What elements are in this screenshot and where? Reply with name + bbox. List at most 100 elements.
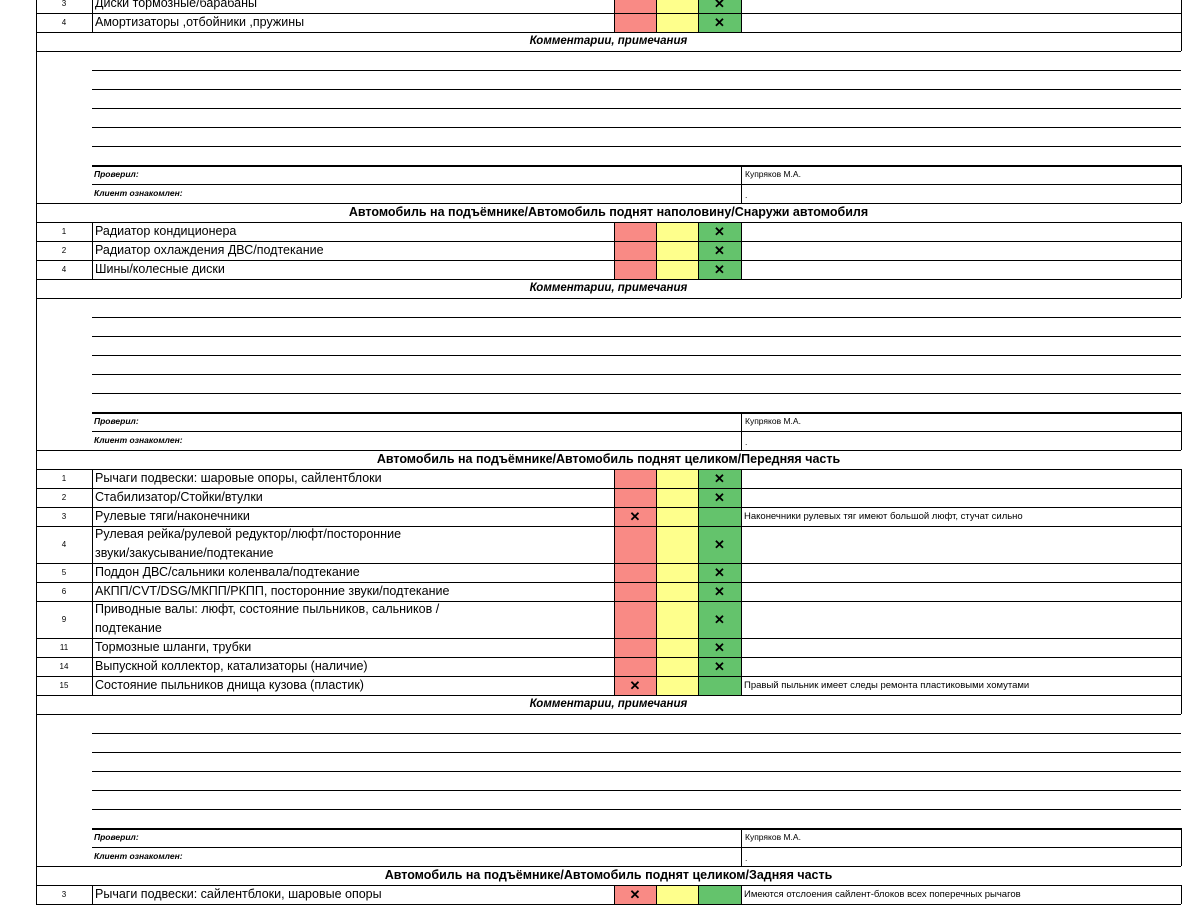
grid-vline <box>614 0 615 13</box>
grid-hline <box>92 733 1181 734</box>
item-number: 1 <box>36 222 92 241</box>
status-cell-yellow <box>656 676 698 695</box>
client-acknowledged-value-text: . <box>745 190 748 201</box>
item-number-text: 6 <box>61 586 67 596</box>
item-name: АКПП/CVT/DSG/МКПП/РКПП, посторонние звук… <box>95 582 611 601</box>
status-cell-green <box>698 507 741 526</box>
status-cell-red <box>614 241 656 260</box>
item-name-text: Выпускной коллектор, катализаторы (налич… <box>95 659 368 674</box>
item-number: 6 <box>36 582 92 601</box>
grid-hline <box>92 752 1181 753</box>
grid-hline <box>92 184 1181 185</box>
status-cell-yellow <box>656 601 698 638</box>
grid-hline <box>36 695 1181 696</box>
status-cell-yellow <box>656 13 698 32</box>
status-cell-green <box>698 222 741 241</box>
x-mark-icon-text: ✕ <box>714 471 725 486</box>
item-name-line: Приводные валы: люфт, состояние пыльнико… <box>95 602 440 616</box>
grid-hline <box>92 771 1181 772</box>
grid-vline <box>92 260 93 279</box>
grid-vline <box>741 657 742 676</box>
grid-hline <box>92 70 1181 71</box>
status-cell-yellow <box>656 241 698 260</box>
grid-hline <box>36 51 1181 52</box>
checked-by-label-text: Проверил: <box>94 832 139 843</box>
x-mark-icon-text: ✕ <box>714 243 725 258</box>
grid-vline <box>614 563 615 582</box>
grid-vline <box>1181 32 1182 51</box>
grid-vline <box>698 676 699 695</box>
status-cell-red <box>614 563 656 582</box>
grid-hline <box>36 241 1181 242</box>
x-mark-icon-text: ✕ <box>714 659 725 674</box>
grid-vline <box>656 526 657 563</box>
item-number-text: 3 <box>61 889 67 899</box>
status-cell-yellow <box>656 507 698 526</box>
status-cell-yellow <box>656 0 698 13</box>
grid-vline <box>698 241 699 260</box>
status-cell-red <box>614 676 656 695</box>
grid-vline <box>1181 582 1182 601</box>
client-acknowledged-label-text: Клиент ознакомлен: <box>94 188 183 199</box>
item-name-text: Тормозные шланги, трубки <box>95 640 252 655</box>
grid-vline <box>92 526 93 563</box>
grid-vline <box>698 582 699 601</box>
grid-hline <box>92 847 1181 848</box>
x-mark-icon-text: ✕ <box>714 584 725 599</box>
grid-vline <box>741 260 742 279</box>
item-number-text: 3 <box>61 511 67 521</box>
item-name: Стабилизатор/Стойки/втулки <box>95 488 611 507</box>
status-cell-green <box>698 657 741 676</box>
x-mark-icon-text: ✕ <box>714 490 725 505</box>
item-name: Диски тормозные/барабаны <box>95 0 611 13</box>
grid-vline <box>698 507 699 526</box>
x-mark-icon-text: ✕ <box>714 15 725 30</box>
status-cell-yellow <box>656 582 698 601</box>
item-name: Радиатор кондиционера <box>95 222 611 241</box>
grid-vline <box>741 222 742 241</box>
grid-vline <box>741 563 742 582</box>
status-cell-green <box>698 13 741 32</box>
grid-vline <box>1181 676 1182 695</box>
grid-vline <box>698 563 699 582</box>
x-mark-icon: ✕ <box>698 638 741 657</box>
grid-hline <box>36 450 1181 451</box>
grid-vline <box>92 601 93 638</box>
item-name-line: Рулевая рейка/рулевой редуктор/люфт/пост… <box>95 527 402 541</box>
item-name-line: звуки/закусывание/подтекание <box>95 546 274 560</box>
status-cell-green <box>698 885 741 904</box>
grid-vline <box>614 676 615 695</box>
client-acknowledged-label: Клиент ознакомлен: <box>94 431 394 450</box>
grid-hline <box>36 714 1181 715</box>
x-mark-icon-text: ✕ <box>629 678 641 693</box>
grid-vline <box>1181 828 1182 866</box>
grid-vline <box>698 526 699 563</box>
status-cell-green <box>698 582 741 601</box>
item-comment-text: Правый пыльник имеет следы ремонта пласт… <box>744 679 1030 691</box>
checked-by-label-text: Проверил: <box>94 416 139 427</box>
x-mark-icon-text: ✕ <box>629 887 641 902</box>
grid-vline <box>92 638 93 657</box>
grid-vline <box>1181 695 1182 714</box>
grid-vline <box>92 563 93 582</box>
x-mark-icon-text: ✕ <box>714 537 725 552</box>
x-mark-icon-text: ✕ <box>714 0 725 11</box>
grid-hline <box>92 809 1181 810</box>
x-mark-icon: ✕ <box>698 601 741 638</box>
grid-vline <box>698 469 699 488</box>
item-name-line: подтекание <box>95 621 162 635</box>
status-cell-red <box>614 13 656 32</box>
grid-hline <box>36 866 1181 867</box>
grid-vline <box>614 507 615 526</box>
comments-header: Комментарии, примечания <box>36 32 1181 51</box>
status-cell-yellow <box>656 488 698 507</box>
status-cell-yellow <box>656 657 698 676</box>
x-mark-icon: ✕ <box>698 526 741 563</box>
grid-vline <box>614 885 615 904</box>
item-number-text: 9 <box>61 614 67 624</box>
item-number: 4 <box>36 526 92 563</box>
section-title-text: Автомобиль на подъёмнике/Автомобиль подн… <box>348 205 869 220</box>
item-name-text: Диски тормозные/барабаны <box>95 0 257 11</box>
section-title-text: Автомобиль на подъёмнике/Автомобиль подн… <box>384 868 833 883</box>
item-name-text: АКПП/CVT/DSG/МКПП/РКПП, посторонние звук… <box>95 584 450 599</box>
